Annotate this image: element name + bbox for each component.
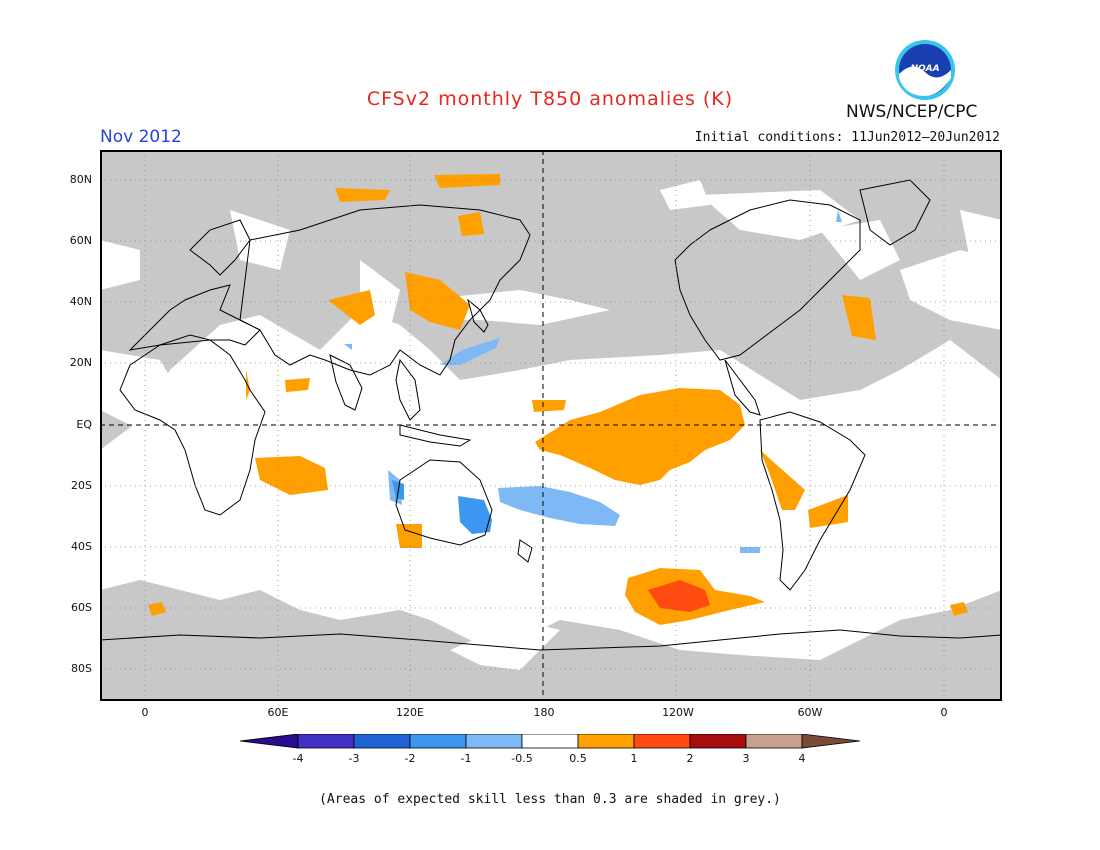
colorbar-label: 4 — [798, 752, 806, 765]
lat-label: 80S — [71, 662, 92, 675]
lat-label: 20S — [71, 479, 92, 492]
colorbar-label: 0.5 — [569, 752, 587, 765]
colorbar-swatch — [577, 734, 635, 749]
forecast-month: Nov 2012 — [100, 127, 182, 147]
colorbar-swatch — [745, 734, 803, 749]
colorbar-swatch — [297, 734, 355, 749]
colorbar-label: -0.5 — [511, 752, 533, 765]
colorbar-label: -2 — [404, 752, 416, 765]
lat-label: 80N — [69, 173, 92, 186]
skill-footnote: (Areas of expected skill less than 0.3 a… — [319, 792, 781, 807]
noaa-logo-text: NOAA — [910, 64, 939, 74]
strong-warm-anomaly-regions — [648, 580, 710, 612]
colorbar-arrow-left — [239, 734, 299, 749]
lon-label: 60W — [797, 706, 823, 719]
lat-label: 60S — [71, 601, 92, 614]
colorbar-label: -1 — [460, 752, 472, 765]
colorbar-label: 1 — [630, 752, 638, 765]
lon-label: 180 — [533, 706, 555, 719]
initial-conditions: Initial conditions: 11Jun2012–20Jun2012 — [694, 130, 1000, 145]
agency-label: NWS/NCEP/CPC — [846, 102, 978, 122]
chart-title: CFSv2 monthly T850 anomalies (K) — [366, 88, 734, 110]
noaa-logo: NOAA — [895, 40, 955, 100]
lon-label: 0 — [940, 706, 948, 719]
colorbar — [239, 734, 861, 749]
colorbar-swatch — [465, 734, 523, 749]
colorbar-label: -3 — [348, 752, 360, 765]
colorbar-swatch — [689, 734, 747, 749]
lat-label: 60N — [69, 234, 92, 247]
lat-label: 40N — [69, 295, 92, 308]
lon-label: 120W — [662, 706, 694, 719]
lon-label: 120E — [396, 706, 424, 719]
lat-label: 40S — [71, 540, 92, 553]
map-frame — [100, 150, 1002, 701]
lon-label: 60E — [267, 706, 289, 719]
colorbar-arrow-right — [801, 734, 861, 749]
colorbar-label: -4 — [292, 752, 304, 765]
colorbar-swatch — [633, 734, 691, 749]
colorbar-label: 2 — [686, 752, 694, 765]
lon-label: 0 — [141, 706, 149, 719]
colorbar-label: 3 — [742, 752, 750, 765]
lat-label: EQ — [76, 418, 92, 431]
lat-label: 20N — [69, 356, 92, 369]
anomaly-map — [100, 150, 1002, 701]
neutral-regions — [100, 180, 1002, 670]
colorbar-swatch — [521, 734, 579, 749]
colorbar-swatch — [353, 734, 411, 749]
colorbar-swatch — [409, 734, 467, 749]
